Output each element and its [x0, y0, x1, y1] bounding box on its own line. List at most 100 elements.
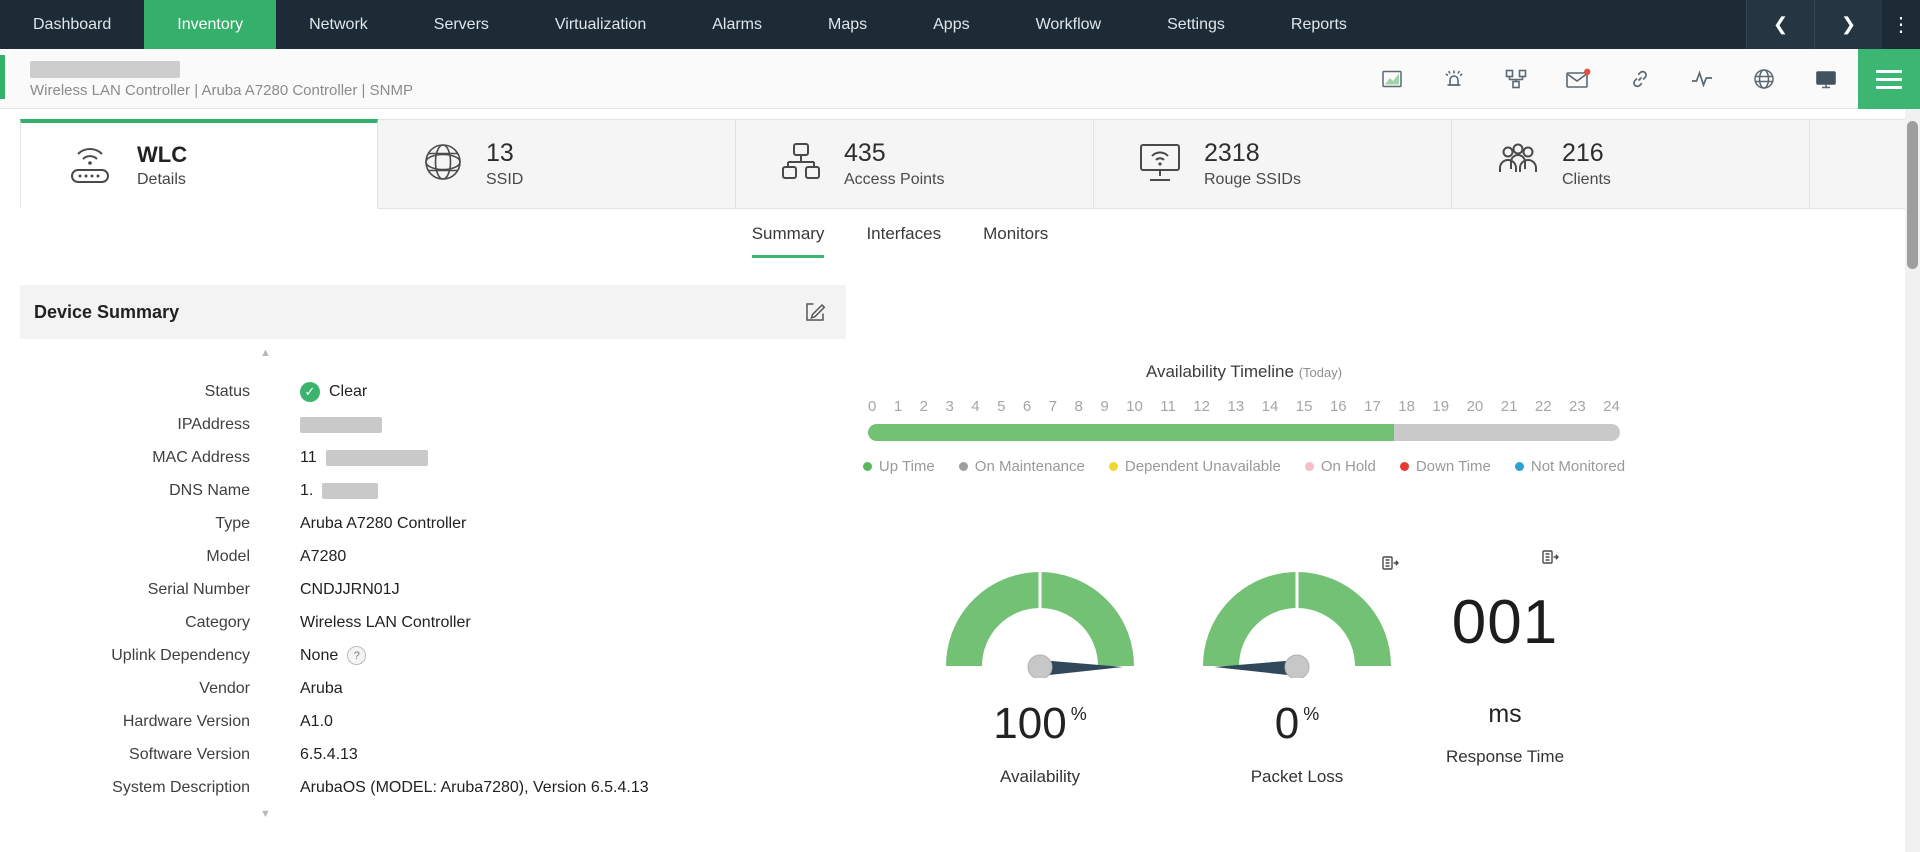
- edit-button[interactable]: [804, 301, 826, 323]
- redacted-value: [325, 449, 428, 466]
- field-value: ArubaOS (MODEL: Aruba7280), Version 6.5.…: [300, 778, 649, 796]
- timeline-hour-label: 3: [945, 398, 954, 415]
- back-button[interactable]: ❮: [1746, 0, 1814, 49]
- gauge-needle: [1214, 660, 1297, 676]
- nav-item-dashboard[interactable]: Dashboard: [33, 15, 112, 33]
- console-icon[interactable]: [1812, 65, 1840, 93]
- export-widget-icon[interactable]: [1541, 549, 1560, 571]
- tab-summary[interactable]: Summary: [751, 224, 825, 258]
- field-label: Type: [215, 514, 250, 532]
- link-icon[interactable]: [1626, 65, 1654, 93]
- nav-item-virtualization[interactable]: Virtualization: [554, 15, 647, 33]
- nav-item-servers[interactable]: Servers: [433, 15, 489, 33]
- mail-icon[interactable]: [1564, 65, 1592, 93]
- field-label: Category: [185, 613, 250, 631]
- device-name-redacted: [30, 61, 180, 78]
- tab-interfaces[interactable]: Interfaces: [866, 224, 942, 243]
- timeline-hour-label: 13: [1227, 398, 1245, 415]
- timeline-hour-label: 16: [1329, 398, 1347, 415]
- field-value: CNDJJRN01J: [300, 580, 400, 598]
- field-row-mac-address: MAC Address 11: [20, 441, 846, 474]
- timeline-hour-label: 5: [997, 398, 1006, 415]
- nav-item-inventory[interactable]: Inventory: [144, 0, 277, 49]
- timeline-hour-label: 23: [1569, 398, 1586, 415]
- nav-item-network[interactable]: Network: [309, 15, 368, 33]
- nav-item-alarms[interactable]: Alarms: [712, 15, 762, 33]
- stat-cards-filler: [1810, 119, 1906, 209]
- nav-item-workflow[interactable]: Workflow: [1035, 15, 1102, 33]
- forward-button[interactable]: ❯: [1814, 0, 1882, 49]
- export-widget-icon[interactable]: [1381, 555, 1400, 577]
- field-value: 11: [300, 449, 428, 467]
- scroll-down-icon[interactable]: ▼: [260, 808, 271, 820]
- device-summary-body: ▲ Status ✓ Clear IPAddress MAC Address 1…: [20, 339, 846, 820]
- wifi-controller-icon: [63, 139, 117, 192]
- gauge-needle: [1040, 660, 1123, 676]
- field-value: 6.5.4.13: [300, 745, 358, 763]
- traffic-graph-icon[interactable]: [1688, 65, 1716, 93]
- access-point-icon: [778, 139, 824, 190]
- timeline-bar[interactable]: [868, 424, 1620, 441]
- page-scrollbar-track[interactable]: [1905, 109, 1920, 852]
- field-label: IPAddress: [177, 415, 250, 433]
- timeline-hour-label: 18: [1398, 398, 1415, 415]
- gauge-knob: [1027, 654, 1053, 680]
- card-label: Access Points: [844, 171, 945, 188]
- stat-card-clients[interactable]: 216 Clients: [1452, 119, 1810, 209]
- stat-card-ssid[interactable]: 13 SSID: [378, 119, 736, 209]
- stat-card-access-points[interactable]: 435 Access Points: [736, 119, 1094, 209]
- nav-item-apps[interactable]: Apps: [933, 15, 970, 33]
- field-value: Aruba: [300, 679, 343, 697]
- stat-card-rogue-ssids[interactable]: 2318 Rouge SSIDs: [1094, 119, 1452, 209]
- alarm-icon[interactable]: [1440, 65, 1468, 93]
- packet-loss-gauge: 0% Packet Loss: [1192, 566, 1402, 787]
- nav-item-settings[interactable]: Settings: [1167, 15, 1225, 33]
- card-value: 2318: [1204, 139, 1260, 167]
- monitor-wifi-icon: [1136, 139, 1184, 190]
- response-time-label: Response Time: [1445, 747, 1565, 766]
- timeline-hour-label: 11: [1160, 398, 1176, 415]
- availability-label: Availability: [999, 767, 1080, 786]
- field-row-serial-number: Serial Number CNDJJRN01J: [20, 573, 846, 606]
- timeline-hour-label: 24: [1603, 398, 1620, 415]
- legend-item-up-time: Up Time: [862, 458, 935, 475]
- timeline-hour-label: 15: [1295, 398, 1313, 415]
- response-time-widget: 001 ms Response Time: [1400, 566, 1610, 767]
- timeline-hour-label: 14: [1261, 398, 1279, 415]
- response-time-value: 001: [1451, 588, 1559, 657]
- hamburger-icon: [1876, 69, 1902, 73]
- topology-icon[interactable]: [1502, 65, 1530, 93]
- timeline-hour-label: 20: [1466, 398, 1484, 415]
- packet-loss-label: Packet Loss: [1250, 767, 1344, 786]
- field-value: [300, 416, 382, 433]
- legend-dot: [1514, 462, 1524, 471]
- timeline-legend: Up Time On Maintenance Dependent Unavail…: [862, 458, 1625, 475]
- device-summary-panel: Device Summary ▲ Status ✓ Clear IPAddres…: [20, 285, 846, 820]
- packet-loss-value: 0%: [1274, 699, 1320, 748]
- stat-card-wlc[interactable]: WLC Details: [20, 119, 378, 209]
- page-scrollbar-thumb[interactable]: [1907, 121, 1918, 269]
- timeline-uptime-fill: [868, 424, 1395, 441]
- field-row-uplink-dependency: Uplink Dependency None ?: [20, 639, 846, 672]
- timeline-hour-label: 19: [1432, 398, 1450, 415]
- globe-icon[interactable]: [1750, 65, 1778, 93]
- timeline-hour-label: 1: [893, 398, 903, 415]
- scroll-up-icon[interactable]: ▲: [260, 347, 271, 359]
- performance-chart-icon[interactable]: [1378, 65, 1406, 93]
- availability-gauge: 100% Availability: [935, 566, 1145, 787]
- field-row-software-version: Software Version 6.5.4.13: [20, 738, 846, 771]
- tab-monitors[interactable]: Monitors: [983, 224, 1049, 243]
- field-row-dns-name: DNS Name 1.: [20, 474, 846, 507]
- kebab-icon: ⋮: [1891, 14, 1911, 36]
- field-row-category: Category Wireless LAN Controller: [20, 606, 846, 639]
- help-icon[interactable]: ?: [347, 646, 367, 665]
- field-row-hardware-version: Hardware Version A1.0: [20, 705, 846, 738]
- overflow-menu-button[interactable]: ⋮: [1882, 0, 1920, 49]
- legend-dot: [1108, 462, 1118, 471]
- nav-item-maps[interactable]: Maps: [828, 15, 868, 33]
- legend-dot: [1304, 462, 1314, 471]
- hamburger-menu-button[interactable]: [1858, 49, 1920, 109]
- redacted-value: [322, 482, 379, 499]
- nav-item-reports[interactable]: Reports: [1290, 15, 1347, 33]
- timeline-hour-label: 22: [1534, 398, 1552, 415]
